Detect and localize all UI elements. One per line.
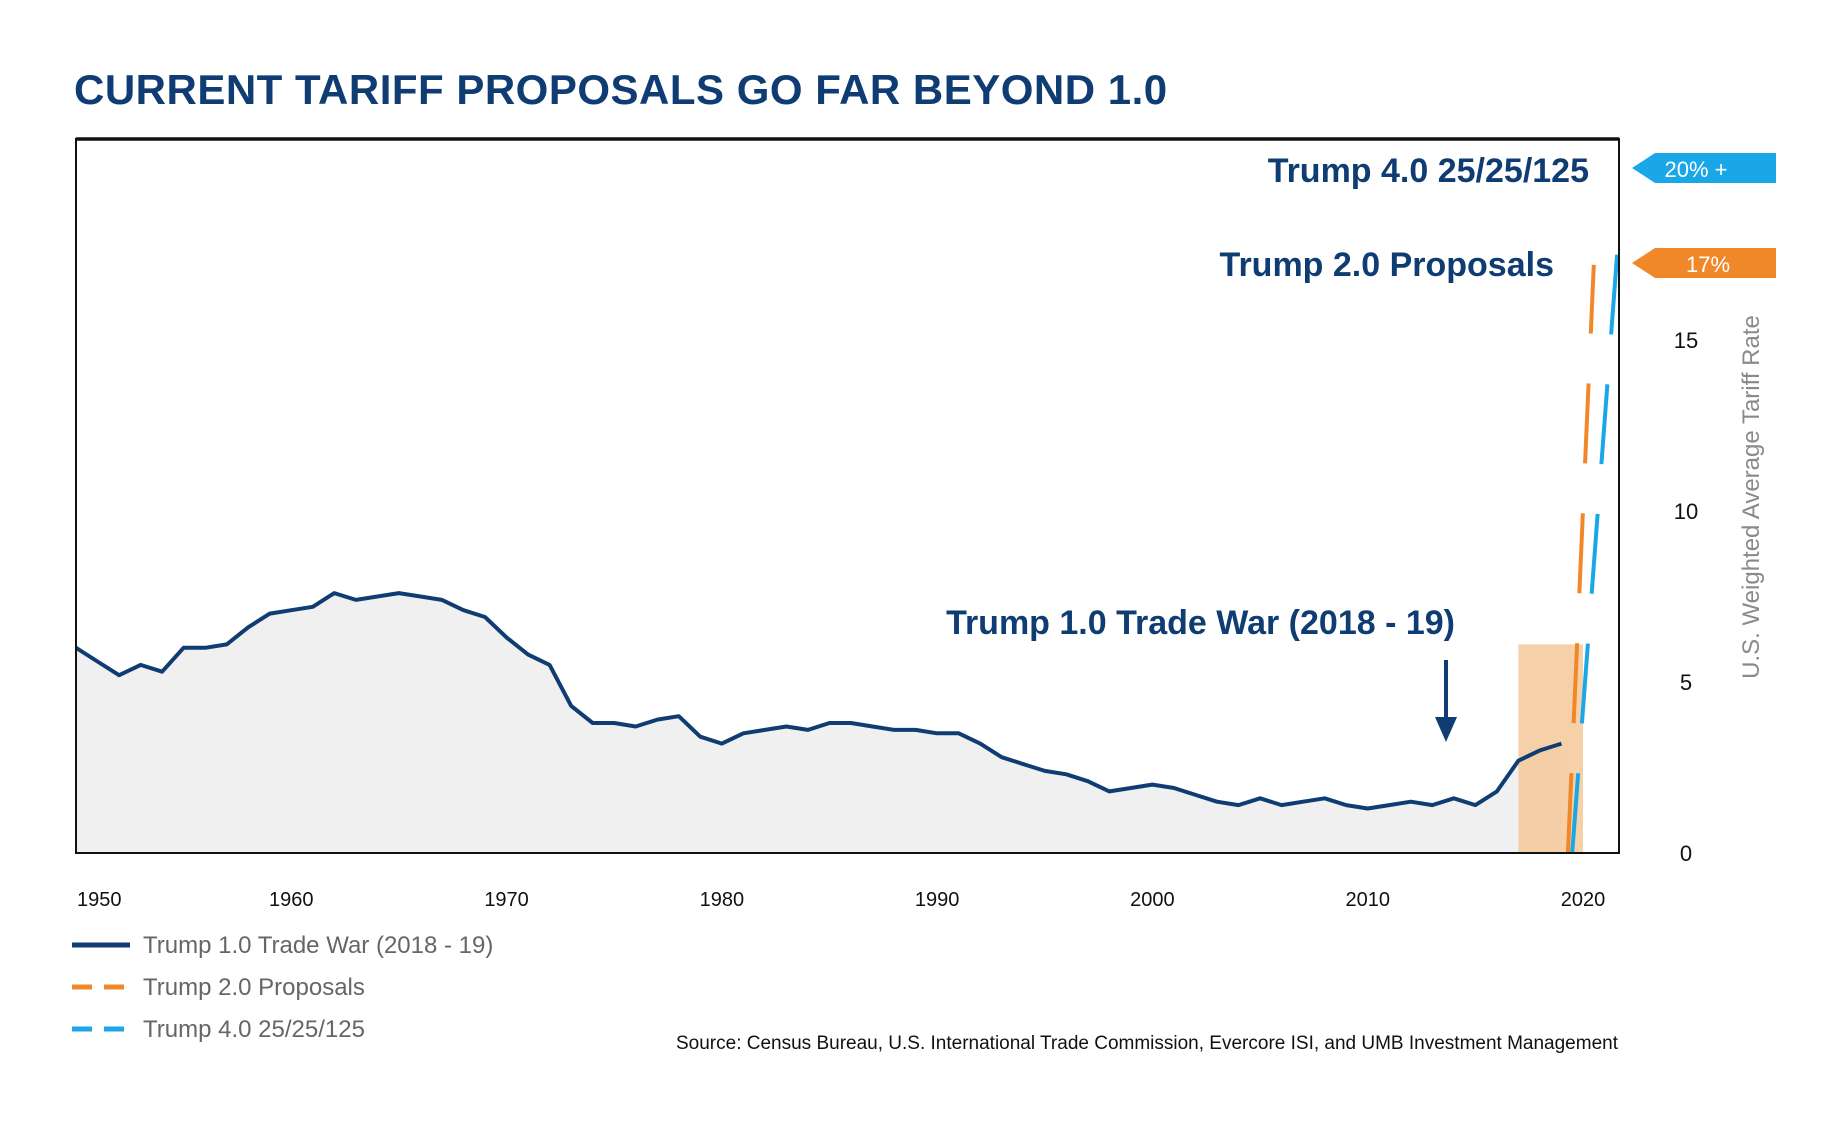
y-tick-15: 15: [1674, 328, 1698, 353]
badge-trump-4: 20% +: [1632, 153, 1776, 183]
annotation-trump-4: Trump 4.0 25/25/125: [1268, 152, 1589, 190]
series-area-trump-1: [76, 593, 1562, 853]
legend-label-trump-1: Trump 1.0 Trade War (2018 - 19): [143, 932, 493, 959]
badge-trump-2-text: 17%: [1686, 252, 1730, 277]
y-tick-0: 0: [1680, 841, 1692, 866]
series-line-trump-1: [76, 591, 1563, 811]
y-tick-5: 5: [1680, 670, 1692, 695]
x-tick-2000: 2000: [1130, 889, 1175, 911]
legend: Trump 1.0 Trade War (2018 - 19) Trump 2.…: [72, 932, 493, 1043]
legend-item-trump-2: Trump 2.0 Proposals: [72, 974, 365, 1001]
source-note: Source: Census Bureau, U.S. Internationa…: [676, 1033, 1619, 1054]
x-tick-2020: 2020: [1561, 889, 1606, 911]
legend-item-trump-4: Trump 4.0 25/25/125: [72, 1016, 365, 1043]
badge-trump-2-shape: [1632, 248, 1776, 278]
y-tick-10: 10: [1674, 499, 1698, 524]
x-tick-1970: 1970: [484, 889, 529, 911]
x-tick-1990: 1990: [915, 889, 960, 911]
legend-label-trump-2: Trump 2.0 Proposals: [143, 974, 365, 1001]
x-tick-1980: 1980: [700, 889, 745, 911]
x-tick-2010: 2010: [1345, 889, 1390, 911]
y-axis-label: U.S. Weighted Average Tariff Rate: [1738, 315, 1765, 679]
legend-item-trump-1: Trump 1.0 Trade War (2018 - 19): [72, 932, 493, 959]
chart-title: CURRENT TARIFF PROPOSALS GO FAR BEYOND 1…: [74, 66, 1168, 113]
annotation-trump-2: Trump 2.0 Proposals: [1220, 246, 1554, 284]
x-tick-1950: 1950: [77, 889, 122, 911]
badge-trump-4-text: 20% +: [1665, 157, 1728, 182]
legend-label-trump-4: Trump 4.0 25/25/125: [143, 1016, 365, 1043]
trade-war-arrow: [1435, 660, 1457, 742]
arrow-head: [1435, 717, 1457, 742]
badge-trump-4-shape: [1632, 153, 1776, 183]
series-line-trump-2: [1565, 264, 1596, 853]
x-tick-1960: 1960: [269, 889, 314, 911]
annotation-trump-1: Trump 1.0 Trade War (2018 - 19): [946, 604, 1455, 642]
badge-trump-2: 17%: [1632, 248, 1776, 278]
